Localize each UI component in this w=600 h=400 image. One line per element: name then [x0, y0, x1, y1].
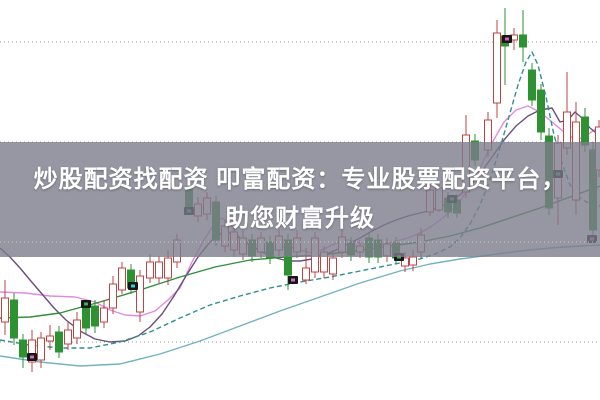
candle-body [19, 339, 27, 358]
signal-marker-dot [131, 284, 135, 288]
signal-marker-dot [291, 278, 295, 282]
candle-body [73, 319, 81, 339]
candle-body [118, 267, 126, 291]
candle-body [302, 267, 310, 281]
candle-body [46, 335, 54, 342]
candle-body [146, 261, 154, 279]
candle-body [1, 297, 9, 323]
candle-body [519, 34, 527, 48]
candle-body [493, 32, 501, 104]
candle-body [409, 256, 417, 266]
signal-marker-dot [505, 37, 509, 41]
candle-body [528, 69, 536, 101]
candle-body [10, 299, 18, 339]
candle-body [136, 275, 144, 313]
signal-marker-dot [30, 355, 34, 359]
candle-body [581, 116, 589, 146]
candle-body [91, 305, 99, 327]
signal-marker-dot [397, 255, 401, 259]
ad-banner: 炒股配资找配资 叩富配资：专业股票配资平台， 助您财富升级 [0, 142, 600, 257]
candle-body [64, 329, 72, 345]
candle-body [155, 261, 163, 279]
candle-body [100, 307, 108, 323]
candle-body [82, 306, 90, 329]
candle-body [55, 331, 63, 353]
candle-body [28, 339, 36, 363]
candle-body [401, 257, 409, 267]
candle-body [37, 337, 45, 361]
candle-body [109, 283, 117, 309]
ad-banner-line2: 助您财富升级 [225, 204, 375, 232]
candle-body [329, 257, 337, 275]
ad-banner-line1: 炒股配资找配资 叩富配资：专业股票配资平台， [33, 165, 567, 193]
candle-body [164, 257, 172, 279]
candle-body [537, 89, 545, 133]
signal-marker-dot [84, 302, 88, 306]
